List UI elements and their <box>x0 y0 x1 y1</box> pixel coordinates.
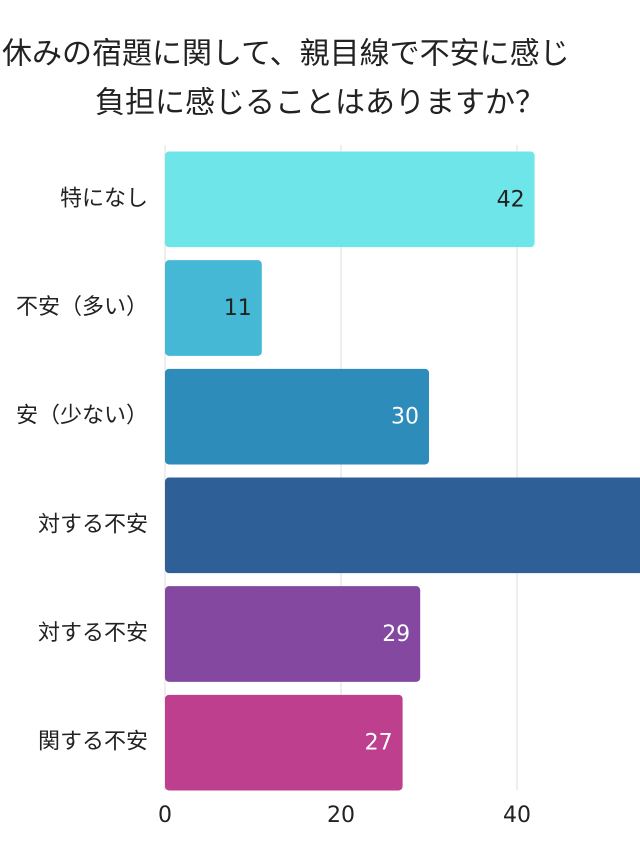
y-tick-label: 不安（多い） <box>16 295 148 320</box>
y-tick-label: 関する不安 <box>38 730 148 755</box>
value-label: 27 <box>365 731 393 756</box>
value-label: 11 <box>224 296 252 321</box>
x-tick-label: 0 <box>158 803 172 828</box>
bar <box>165 586 421 682</box>
y-tick-label: 特になし <box>60 186 148 211</box>
chart-title: 負担に感じることはありますか？ <box>95 86 545 121</box>
value-label: 30 <box>391 405 419 430</box>
bar <box>165 151 535 248</box>
x-tick-label: 20 <box>327 803 355 828</box>
y-tick-label: 対する不安 <box>38 621 148 646</box>
bar <box>165 694 403 791</box>
chart-title: 休みの宿題に関して、親目線で不安に感じ <box>2 37 570 72</box>
bar <box>165 260 262 356</box>
value-label: 42 <box>497 187 525 212</box>
bar <box>165 477 640 574</box>
y-tick-label: 対する不安 <box>38 512 148 537</box>
y-tick-label: 安（少ない） <box>16 404 148 429</box>
value-label: 29 <box>382 622 410 647</box>
bar <box>165 368 429 465</box>
x-tick-label: 40 <box>503 803 531 828</box>
